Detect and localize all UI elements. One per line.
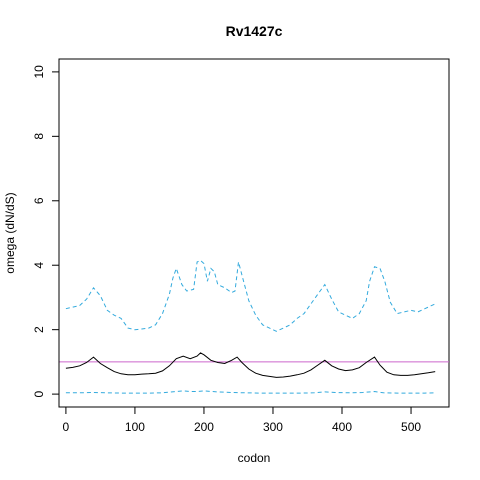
y-tick-label: 10 bbox=[32, 65, 46, 79]
y-tick-label: 0 bbox=[32, 390, 46, 397]
series-line-2 bbox=[65, 390, 436, 394]
chart-title: Rv1427c bbox=[226, 23, 283, 39]
x-tick-label: 500 bbox=[401, 420, 421, 434]
x-axis-label: codon bbox=[238, 451, 271, 465]
y-tick-label: 2 bbox=[32, 326, 46, 333]
x-tick-label: 300 bbox=[263, 420, 283, 434]
x-tick-label: 400 bbox=[332, 420, 352, 434]
x-tick-label: 100 bbox=[125, 420, 145, 434]
series-line-0 bbox=[65, 352, 436, 378]
series-line-1 bbox=[65, 259, 436, 332]
plot-frame bbox=[58, 58, 450, 408]
y-axis-label: omega (dN/dS) bbox=[3, 192, 17, 273]
plot-content bbox=[59, 259, 449, 394]
y-tick-label: 4 bbox=[32, 262, 46, 269]
x-tick-label: 200 bbox=[194, 420, 214, 434]
y-tick-label: 6 bbox=[32, 197, 46, 204]
y-tick-label: 8 bbox=[32, 133, 46, 140]
x-tick-label: 0 bbox=[63, 420, 70, 434]
